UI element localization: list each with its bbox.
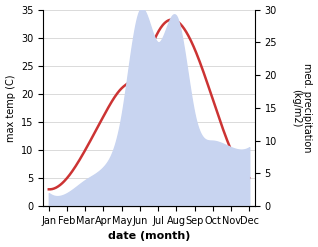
X-axis label: date (month): date (month)	[108, 231, 190, 242]
Y-axis label: med. precipitation
(kg/m2): med. precipitation (kg/m2)	[291, 63, 313, 153]
Y-axis label: max temp (C): max temp (C)	[5, 74, 16, 142]
